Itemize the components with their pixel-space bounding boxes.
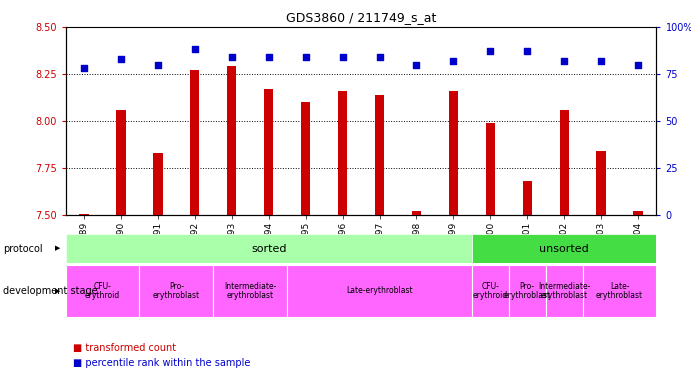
Text: ▶: ▶ [55, 288, 60, 294]
Bar [448, 91, 458, 215]
Bar [509, 265, 546, 317]
Point [153, 61, 164, 68]
Bar [375, 94, 384, 215]
Point [79, 65, 90, 71]
Point [189, 46, 200, 53]
Bar [287, 265, 472, 317]
Text: Pro-
erythroblast: Pro- erythroblast [504, 281, 551, 300]
Text: CFU-
erythroid: CFU- erythroid [473, 281, 508, 300]
Text: unsorted: unsorted [539, 243, 589, 254]
Point [300, 54, 311, 60]
Point [448, 58, 459, 64]
Text: Intermediate-
erythroblast: Intermediate- erythroblast [538, 281, 590, 300]
Point [411, 61, 422, 68]
Bar [227, 66, 236, 215]
Bar [264, 89, 274, 215]
Point [263, 54, 274, 60]
Bar [560, 110, 569, 215]
Text: ■ transformed count: ■ transformed count [73, 343, 176, 353]
Text: development stage: development stage [3, 286, 98, 296]
Point [374, 54, 385, 60]
Bar [472, 265, 509, 317]
Bar [153, 153, 162, 215]
Bar [140, 265, 214, 317]
Bar [634, 211, 643, 215]
Bar [583, 265, 656, 317]
Text: sorted: sorted [251, 243, 287, 254]
Bar [472, 234, 656, 263]
Text: Late-
erythroblast: Late- erythroblast [596, 281, 643, 300]
Text: Pro-
erythroblast: Pro- erythroblast [153, 281, 200, 300]
Bar [214, 265, 287, 317]
Point [226, 54, 237, 60]
Text: CFU-
erythroid: CFU- erythroid [85, 281, 120, 300]
Bar [190, 70, 200, 215]
Bar [412, 211, 421, 215]
Bar [338, 91, 347, 215]
Text: ■ percentile rank within the sample: ■ percentile rank within the sample [73, 358, 250, 368]
Title: GDS3860 / 211749_s_at: GDS3860 / 211749_s_at [286, 11, 436, 24]
Point [632, 61, 643, 68]
Point [485, 48, 496, 55]
Bar [486, 123, 495, 215]
Point [337, 54, 348, 60]
Point [596, 58, 607, 64]
Point [115, 56, 126, 62]
Bar [546, 265, 583, 317]
Bar [66, 234, 472, 263]
Text: Late-erythroblast: Late-erythroblast [346, 286, 413, 295]
Bar [79, 214, 88, 215]
Bar [116, 110, 126, 215]
Text: Intermediate-
erythroblast: Intermediate- erythroblast [224, 281, 276, 300]
Text: ▶: ▶ [55, 246, 60, 252]
Text: protocol: protocol [3, 243, 43, 254]
Point [522, 48, 533, 55]
Point [558, 58, 569, 64]
Bar [522, 181, 532, 215]
Bar [596, 151, 606, 215]
Bar [301, 102, 310, 215]
Bar [66, 265, 140, 317]
